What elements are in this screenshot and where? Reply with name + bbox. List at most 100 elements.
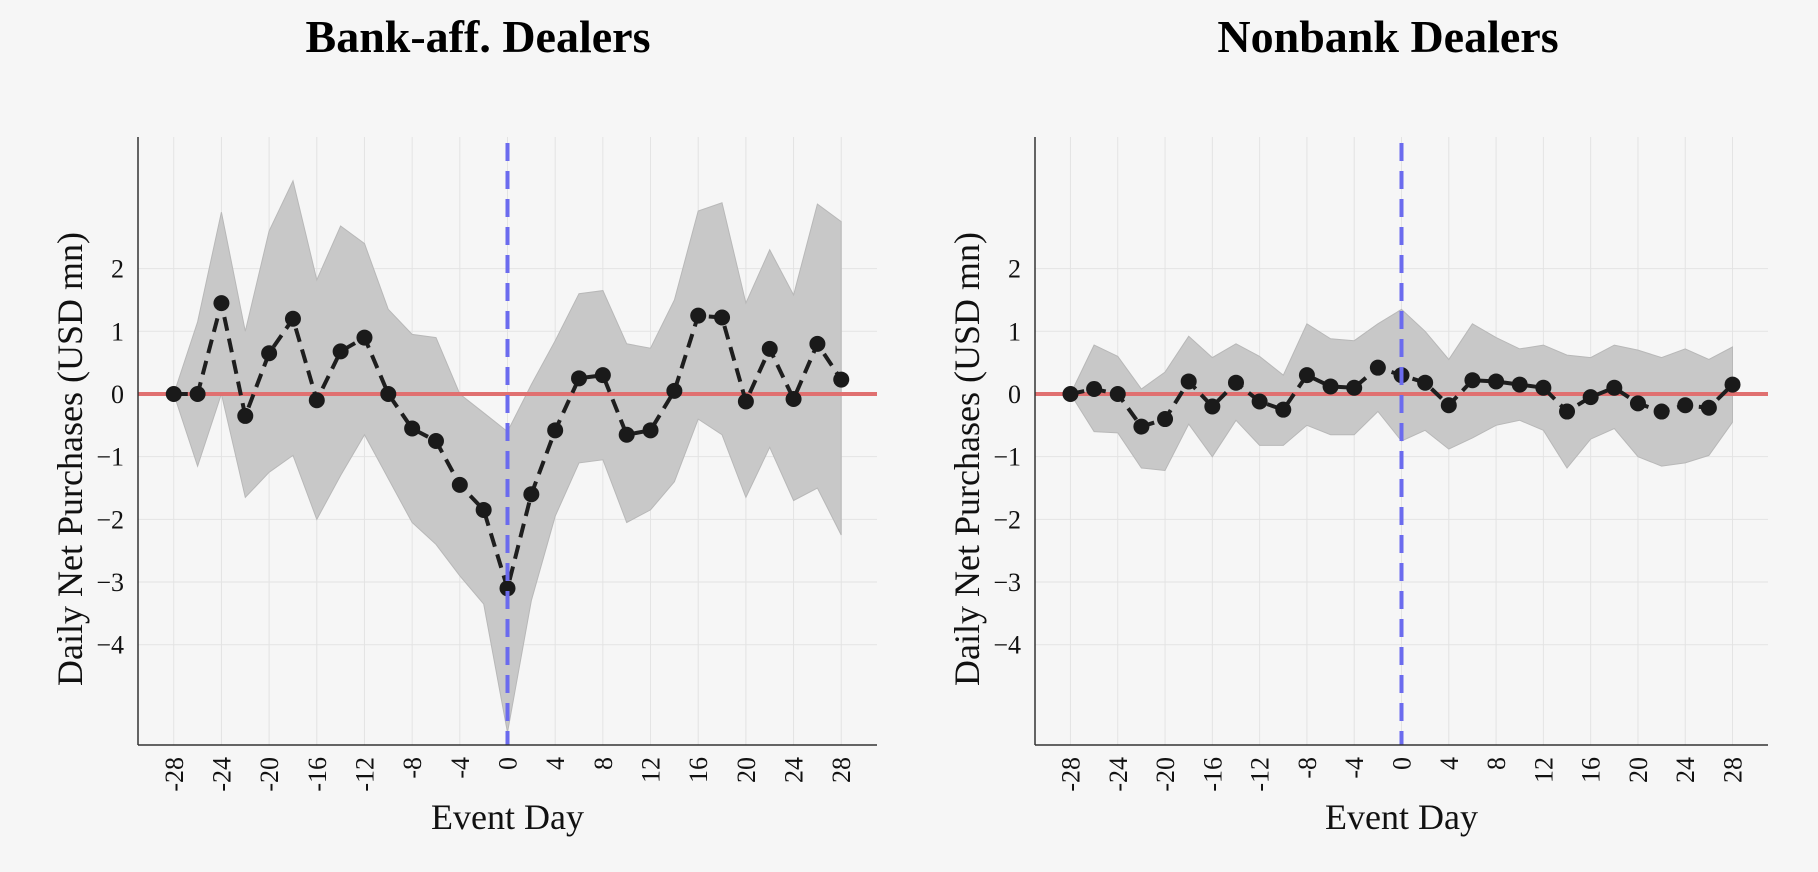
chart-bank-affiliated-dealers: Bank-aff. Dealers -28 -24 -20 -16 -12 -8 -4 0 4 8 1… [50,11,877,837]
x-tick-label: 0 [1388,757,1417,770]
x-axis-label: Event Day [1325,797,1478,837]
data-point [1133,418,1150,435]
chart-title: Bank-aff. Dealers [306,11,651,62]
data-point [1062,385,1079,402]
x-tick-label: 24 [1671,757,1700,783]
y-tick-label: 0 [1008,380,1021,409]
data-point [356,329,373,346]
data-point [237,407,254,424]
x-tick-label: 12 [637,757,666,783]
data-point [1653,403,1670,420]
data-point [737,393,754,410]
data-point [1417,374,1434,391]
data-point [1227,374,1244,391]
data-point [1109,385,1126,402]
x-tick-label: 20 [732,757,761,783]
x-tick-label: 28 [827,757,856,783]
x-tick-label: 8 [1482,757,1511,770]
x-tick-label: 20 [1624,757,1653,783]
data-point [284,310,301,327]
x-tick-label: -8 [1293,757,1322,779]
y-tick-label: −1 [96,443,124,472]
data-point [308,392,325,409]
data-point [1251,393,1268,410]
x-tick-label: 28 [1719,757,1748,783]
data-point [785,391,802,408]
y-tick-label: 2 [1008,255,1021,284]
data-point [213,295,230,312]
x-tick-label: -12 [1246,757,1275,792]
data-point [1724,376,1741,393]
x-tick-label: -20 [1151,757,1180,792]
data-point [404,420,421,437]
data-points [165,295,850,597]
data-point [1204,398,1221,415]
y-tick-label: −1 [993,443,1021,472]
data-points [1062,359,1741,435]
x-tick-label: -24 [1104,757,1133,792]
data-point [618,426,635,443]
x-tick-label: -8 [398,757,427,779]
data-point [809,335,826,352]
chart-nonbank-dealers: Nonbank Dealers-28 -24 -20 -16 -12 -8 -4 0 4 8 12 1… [947,11,1768,837]
data-point [189,385,206,402]
data-point [642,422,659,439]
x-tick-label: 4 [1435,757,1464,770]
x-tick-label: -12 [350,757,379,792]
data-point [427,433,444,449]
x-tick-label: -16 [303,757,332,792]
x-tick-label: 8 [589,757,618,770]
data-point [1180,373,1197,390]
data-point [714,309,731,326]
data-point [523,486,540,503]
data-point [1275,401,1292,418]
y-axis-label: Daily Net Purchases (USD mn) [947,232,987,686]
data-point [475,501,492,518]
data-point [1629,395,1646,412]
x-tick-label: 4 [541,757,570,770]
y-tick-label: −3 [993,568,1021,597]
data-point [261,345,278,362]
data-point [165,385,182,402]
x-tick-label: -20 [255,757,284,792]
data-point [1086,380,1103,397]
x-tick-label: 12 [1529,757,1558,783]
data-point [332,343,349,360]
y-tick-label: −2 [993,505,1021,534]
y-tick-label: −4 [96,631,124,660]
y-tick-label: −3 [96,568,124,597]
data-point [1488,373,1505,390]
data-point [1298,367,1315,384]
data-point [1535,379,1552,396]
y-tick-label: 0 [111,380,124,409]
data-point [1322,378,1339,395]
data-point [1157,411,1174,428]
x-tick-label: 16 [1577,757,1606,783]
data-point [1700,399,1717,416]
data-point [1346,379,1363,396]
data-point [833,371,850,388]
data-point [761,340,778,357]
chart-title: Nonbank Dealers [1217,11,1558,62]
data-point [1440,397,1457,414]
x-tick-label: -16 [1198,757,1227,792]
y-tick-label: 1 [111,317,124,346]
y-tick-label: 2 [111,255,124,284]
data-point [451,476,468,493]
data-point [690,307,707,324]
x-axis-label: Event Day [431,797,584,837]
data-point [571,370,588,387]
data-point [1511,376,1528,393]
x-tick-label: -4 [446,757,475,779]
x-tick-label: 16 [684,757,713,783]
y-tick-label: 1 [1008,317,1021,346]
data-point [1464,372,1481,389]
data-point [1559,403,1576,420]
x-tick-label: 24 [780,757,809,783]
x-tick-label: 0 [494,757,523,770]
data-point [1677,397,1694,414]
y-tick-label: −4 [993,631,1021,660]
data-point [499,580,516,597]
data-point [1369,359,1386,376]
